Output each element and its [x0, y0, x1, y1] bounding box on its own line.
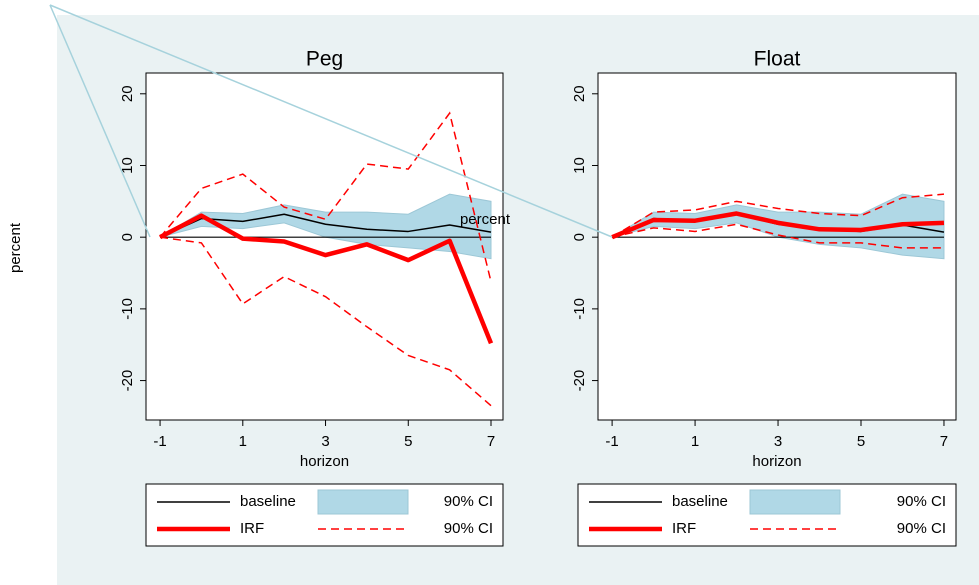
- irf-line: [159, 213, 494, 345]
- legend-label: IRF: [672, 520, 696, 537]
- x-tick-label: 7: [487, 433, 495, 450]
- x-tick-label: 7: [940, 433, 948, 450]
- x-tick-label: -1: [153, 433, 166, 450]
- y-tick-label: 20: [571, 85, 588, 102]
- x-tick-label: 1: [691, 433, 699, 450]
- y-tick-label: 20: [119, 85, 136, 102]
- y-tick-label: 10: [119, 157, 136, 174]
- y-axis-label: percent: [460, 211, 511, 228]
- irf-line: [611, 211, 945, 240]
- ci-line: [159, 111, 492, 282]
- y-tick-label: -10: [119, 298, 136, 320]
- x-tick-label: 1: [239, 433, 247, 450]
- chart-title: Peg: [306, 48, 343, 71]
- legend-label: 90% CI: [444, 493, 493, 510]
- y-tick-label: 0: [571, 233, 588, 241]
- overlay-line: [49, 4, 151, 238]
- y-tick-label: -20: [119, 370, 136, 392]
- x-tick-label: 5: [404, 433, 412, 450]
- overlay-line: [49, 4, 613, 238]
- x-tick-label: 3: [321, 433, 329, 450]
- legend-label: IRF: [240, 520, 264, 537]
- baseline-line: [159, 213, 492, 238]
- ci-line: [611, 193, 945, 238]
- x-tick-label: 5: [857, 433, 865, 450]
- chart-title: Float: [754, 48, 801, 71]
- legend-swatch: [749, 489, 841, 515]
- y-tick-label: 10: [571, 157, 588, 174]
- legend-swatch: [317, 489, 409, 515]
- y-tick-label: -20: [571, 370, 588, 392]
- x-axis-label: horizon: [752, 453, 801, 470]
- y-tick-label: 0: [119, 233, 136, 241]
- legend-label: 90% CI: [897, 493, 946, 510]
- legend-label: baseline: [672, 493, 728, 510]
- x-tick-label: -1: [605, 433, 618, 450]
- y-tick-label: -10: [571, 298, 588, 320]
- x-axis-label: horizon: [300, 453, 349, 470]
- legend-label: 90% CI: [444, 520, 493, 537]
- ci-band: [159, 193, 492, 260]
- legend-label: baseline: [240, 493, 296, 510]
- legend-label: 90% CI: [897, 520, 946, 537]
- ci-line: [159, 236, 492, 407]
- y-axis-label: percent: [7, 222, 24, 273]
- x-tick-label: 3: [774, 433, 782, 450]
- ci-line: [611, 223, 944, 249]
